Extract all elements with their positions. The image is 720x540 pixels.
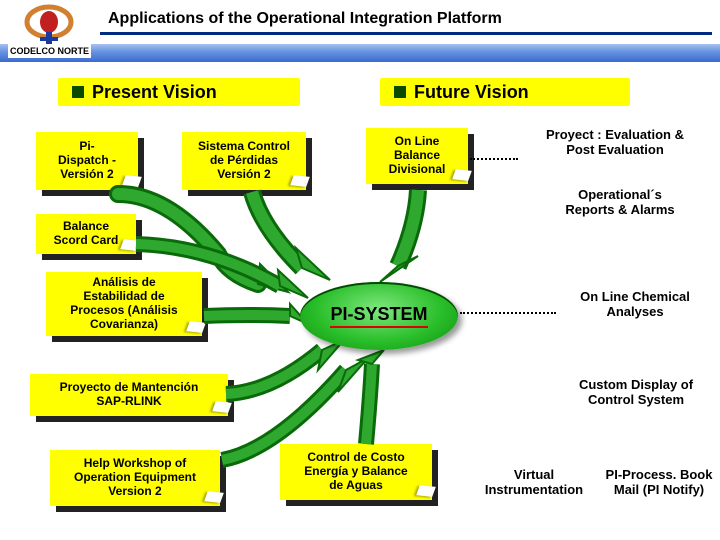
logo-icon [18,4,80,48]
future-vision-heading: Future Vision [380,78,630,106]
pi-system-core: PI-SYSTEM [300,282,458,350]
arrow-icon [222,336,352,406]
arrow-icon [232,188,352,288]
dotted-connector [470,158,518,160]
arrow-icon [200,296,310,336]
box-online-balance: On LineBalanceDivisional [366,128,468,184]
box-analisis: Análisis deEstabilidad deProcesos (Análi… [46,272,202,336]
arrow-icon [336,350,406,450]
arrow-icon [368,186,448,286]
bullet-icon [72,86,84,98]
dotted-connector [460,312,556,314]
box-sistema-control: Sistema Controlde PérdidasVersión 2 [182,132,306,190]
label-op-reports: Operational´sReports & Alarms [540,188,700,218]
box-help-workshop: Help Workshop ofOperation EquipmentVersi… [50,450,220,506]
label-online-chem: On Line ChemicalAnalyses [560,290,710,320]
label-proyect-eval: Proyect : Evaluation &Post Evaluation [520,128,710,158]
box-control-costo: Control de CostoEnergía y Balancede Agua… [280,444,432,500]
org-bar: CODELCO NORTE [0,44,720,62]
page-title: Applications of the Operational Integrat… [100,6,712,35]
label-pi-processbook: PI-Process. BookMail (PI Notify) [600,468,718,498]
label-virtual-instr: VirtualInstrumentation [468,468,600,498]
present-vision-heading: Present Vision [58,78,300,106]
label-custom-display: Custom Display ofControl System [556,378,716,408]
box-pi-dispatch: Pi-Dispatch -Versión 2 [36,132,138,190]
box-balance-scord: BalanceScord Card [36,214,136,254]
box-mantencion: Proyecto de MantenciónSAP-RLINK [30,374,228,416]
bullet-icon [394,86,406,98]
